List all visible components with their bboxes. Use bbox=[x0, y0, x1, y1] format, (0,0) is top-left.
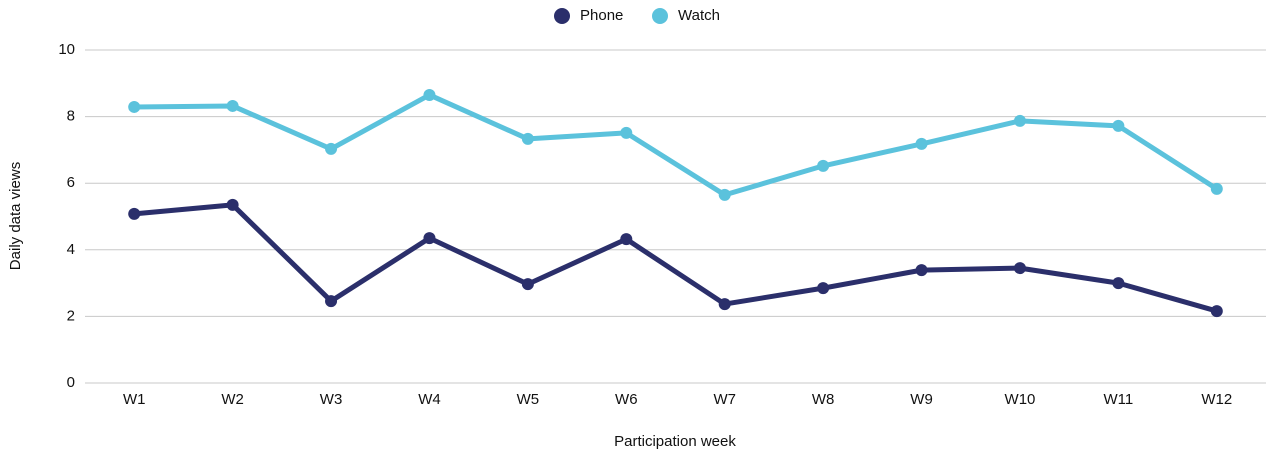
series-line bbox=[133, 202, 1218, 314]
data-point bbox=[423, 88, 436, 101]
data-point bbox=[226, 99, 239, 112]
series-line bbox=[134, 92, 1219, 198]
y-tick-label: 0 bbox=[67, 374, 75, 391]
x-tick-label: W2 bbox=[221, 391, 244, 408]
data-point bbox=[521, 278, 534, 291]
x-tick-label: W7 bbox=[713, 391, 736, 408]
x-tick-label: W4 bbox=[418, 391, 441, 408]
y-tick-label: 8 bbox=[67, 108, 75, 125]
legend-swatch bbox=[652, 8, 668, 24]
legend-label: Phone bbox=[580, 7, 623, 24]
data-point bbox=[128, 100, 141, 113]
y-axis-label: Daily data views bbox=[7, 162, 24, 270]
x-tick-label: W11 bbox=[1104, 391, 1134, 408]
data-point bbox=[620, 126, 633, 139]
data-point bbox=[817, 282, 830, 295]
data-point bbox=[1210, 182, 1223, 195]
x-tick-label: W9 bbox=[910, 391, 933, 408]
data-point bbox=[915, 137, 928, 150]
data-point bbox=[718, 188, 731, 201]
data-point bbox=[817, 159, 830, 172]
x-tick-label: W5 bbox=[517, 391, 540, 408]
x-tick-label: W6 bbox=[615, 391, 638, 408]
x-axis-label: Participation week bbox=[614, 433, 736, 450]
data-point bbox=[128, 207, 141, 220]
y-tick-label: 6 bbox=[67, 174, 75, 191]
y-tick-label: 4 bbox=[67, 241, 75, 258]
legend-label: Watch bbox=[678, 7, 720, 24]
data-point bbox=[718, 298, 731, 311]
y-tick-label: 2 bbox=[67, 307, 75, 324]
data-point bbox=[1112, 119, 1125, 132]
x-tick-label: W3 bbox=[320, 391, 343, 408]
data-point bbox=[226, 198, 239, 211]
data-point bbox=[620, 233, 633, 246]
x-tick-label: W10 bbox=[1005, 391, 1036, 408]
data-point bbox=[1013, 114, 1026, 127]
data-point bbox=[325, 142, 338, 155]
x-tick-label: W8 bbox=[812, 391, 835, 408]
data-point bbox=[1013, 262, 1026, 275]
x-tick-label: W1 bbox=[123, 391, 146, 408]
data-point bbox=[915, 264, 928, 277]
data-point bbox=[1210, 305, 1223, 318]
data-point bbox=[325, 295, 338, 308]
data-point bbox=[521, 132, 534, 145]
y-tick-label: 10 bbox=[58, 41, 75, 58]
data-point bbox=[423, 232, 436, 245]
legend-swatch bbox=[554, 8, 570, 24]
data-point bbox=[1112, 277, 1125, 290]
x-tick-label: W12 bbox=[1201, 391, 1232, 408]
